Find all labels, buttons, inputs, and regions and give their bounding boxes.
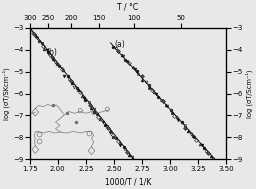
Y-axis label: log (σT/Scm⁻¹): log (σT/Scm⁻¹): [246, 69, 253, 118]
Text: (a): (a): [114, 40, 125, 49]
X-axis label: 1000/T / 1/K: 1000/T / 1/K: [105, 177, 151, 186]
X-axis label: T / °C: T / °C: [118, 3, 138, 12]
Text: (b): (b): [47, 48, 57, 57]
Y-axis label: log (σT/SKcm⁻¹): log (σT/SKcm⁻¹): [3, 67, 10, 120]
